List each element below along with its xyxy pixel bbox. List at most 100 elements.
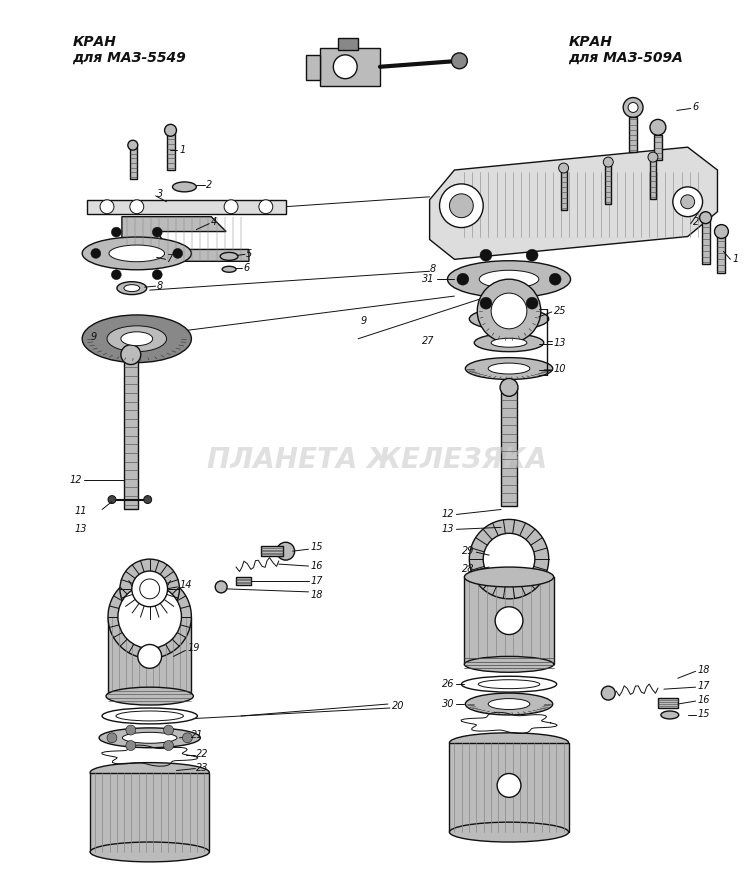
Circle shape xyxy=(715,225,728,239)
Text: 22: 22 xyxy=(196,749,209,759)
Bar xyxy=(449,743,569,832)
Circle shape xyxy=(497,774,521,797)
Bar xyxy=(130,147,136,179)
Bar xyxy=(261,546,283,556)
Text: 16: 16 xyxy=(697,695,710,705)
Ellipse shape xyxy=(480,270,539,288)
Circle shape xyxy=(138,645,161,669)
Circle shape xyxy=(164,725,173,735)
Circle shape xyxy=(449,194,474,218)
Circle shape xyxy=(120,559,179,618)
Circle shape xyxy=(224,200,238,214)
Circle shape xyxy=(495,607,523,634)
Text: 18: 18 xyxy=(697,665,710,676)
Circle shape xyxy=(469,520,549,599)
Bar xyxy=(718,233,725,273)
Ellipse shape xyxy=(488,363,530,374)
Circle shape xyxy=(108,575,192,658)
Circle shape xyxy=(164,124,176,137)
Ellipse shape xyxy=(116,711,183,721)
Bar xyxy=(236,577,251,585)
Ellipse shape xyxy=(449,733,569,752)
Circle shape xyxy=(126,741,136,751)
Circle shape xyxy=(440,184,483,227)
Ellipse shape xyxy=(173,181,196,192)
Ellipse shape xyxy=(220,252,238,261)
Text: 12: 12 xyxy=(69,475,82,485)
Circle shape xyxy=(112,227,121,237)
Text: 25: 25 xyxy=(553,306,566,316)
Text: 11: 11 xyxy=(75,507,87,516)
Text: 1: 1 xyxy=(179,145,185,155)
Ellipse shape xyxy=(99,728,201,748)
Bar xyxy=(629,117,637,152)
Circle shape xyxy=(549,273,561,285)
Bar xyxy=(305,55,320,79)
Text: 5: 5 xyxy=(246,249,253,259)
Bar xyxy=(654,136,662,160)
Circle shape xyxy=(477,279,541,343)
Circle shape xyxy=(144,496,152,504)
Text: 23: 23 xyxy=(196,763,209,773)
Bar xyxy=(605,164,611,204)
Circle shape xyxy=(526,249,538,261)
Ellipse shape xyxy=(474,334,544,352)
Ellipse shape xyxy=(82,315,192,363)
Bar xyxy=(167,132,174,170)
Circle shape xyxy=(182,733,192,743)
Circle shape xyxy=(480,297,492,309)
Ellipse shape xyxy=(222,266,236,272)
Circle shape xyxy=(559,163,569,173)
Ellipse shape xyxy=(106,687,193,705)
Circle shape xyxy=(108,496,116,504)
Text: 15: 15 xyxy=(697,709,710,719)
Bar xyxy=(124,356,138,509)
Ellipse shape xyxy=(478,680,540,689)
Ellipse shape xyxy=(461,677,556,692)
Bar xyxy=(90,773,210,852)
Circle shape xyxy=(650,120,666,136)
Circle shape xyxy=(173,248,182,258)
Ellipse shape xyxy=(90,842,210,862)
Circle shape xyxy=(118,585,182,648)
Circle shape xyxy=(152,227,162,237)
Text: 6: 6 xyxy=(243,263,250,273)
Circle shape xyxy=(215,581,227,593)
Circle shape xyxy=(139,579,160,599)
Text: 7: 7 xyxy=(167,255,173,264)
Text: 29: 29 xyxy=(461,546,474,556)
Ellipse shape xyxy=(121,332,152,345)
Ellipse shape xyxy=(90,763,210,782)
Text: 9: 9 xyxy=(90,332,97,342)
Ellipse shape xyxy=(464,567,553,587)
Circle shape xyxy=(483,533,535,585)
Circle shape xyxy=(126,725,136,735)
Polygon shape xyxy=(122,217,249,262)
Ellipse shape xyxy=(102,708,198,724)
Circle shape xyxy=(673,187,703,217)
Ellipse shape xyxy=(117,282,147,294)
Ellipse shape xyxy=(464,656,553,672)
Circle shape xyxy=(121,344,141,365)
Text: 27: 27 xyxy=(422,336,434,345)
Circle shape xyxy=(491,293,527,329)
Ellipse shape xyxy=(122,732,177,744)
Text: 26: 26 xyxy=(442,679,455,689)
Bar xyxy=(108,617,192,696)
Text: ПЛАНЕТА ЖЕЛЕЗЯКА: ПЛАНЕТА ЖЕЛЕЗЯКА xyxy=(207,446,547,474)
Circle shape xyxy=(628,102,638,113)
Bar xyxy=(464,577,553,664)
Circle shape xyxy=(648,152,658,162)
Bar xyxy=(561,170,566,210)
Bar xyxy=(658,698,678,708)
Text: 15: 15 xyxy=(311,542,323,552)
Text: 13: 13 xyxy=(442,524,455,535)
Ellipse shape xyxy=(447,261,571,298)
Circle shape xyxy=(602,686,615,700)
Circle shape xyxy=(452,53,467,69)
Polygon shape xyxy=(430,147,718,259)
Text: 3: 3 xyxy=(157,189,163,199)
Ellipse shape xyxy=(465,358,553,380)
Circle shape xyxy=(333,55,357,78)
Ellipse shape xyxy=(465,693,553,715)
